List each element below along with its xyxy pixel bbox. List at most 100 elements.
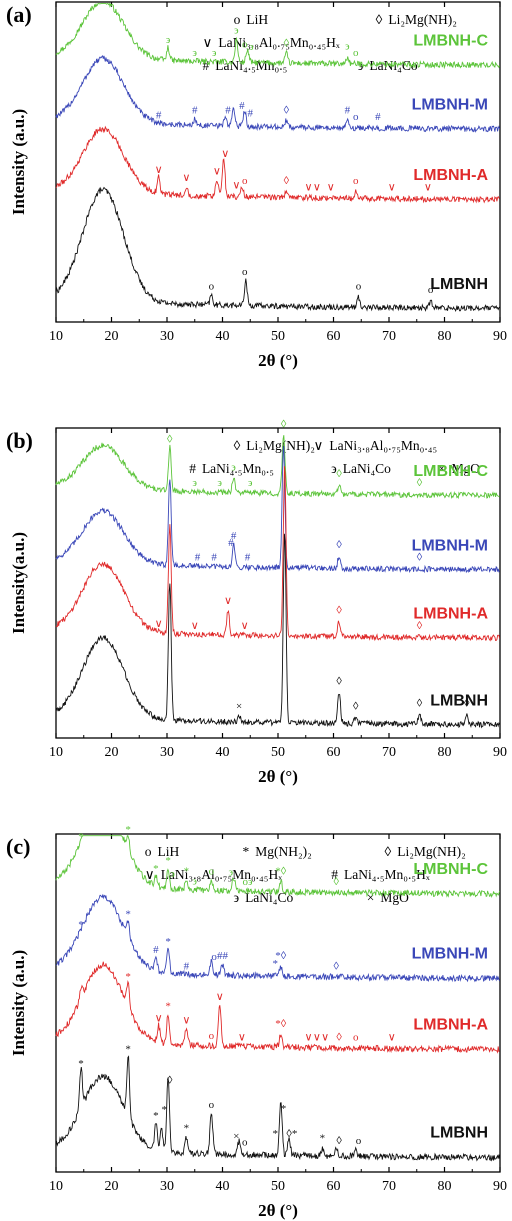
x-tick-label: 40 bbox=[216, 329, 230, 344]
peak-marker: # bbox=[195, 552, 201, 564]
legend-entry: ϶ LaNi₄Co bbox=[234, 890, 294, 905]
legend-entry: ◊ Li₂Mg(NH)₂ bbox=[376, 12, 457, 27]
peak-marker: * bbox=[125, 971, 131, 983]
series-label-lmbnh-c: LMBNH-C bbox=[413, 33, 488, 50]
x-tick-label: 20 bbox=[105, 745, 119, 760]
peak-marker: ∨ bbox=[155, 618, 163, 630]
peak-marker: ∨ bbox=[424, 181, 432, 193]
panel-label: (b) bbox=[6, 428, 33, 453]
peak-marker: ∨ bbox=[155, 164, 163, 176]
series-line-lmbnh-c bbox=[55, 435, 500, 500]
peak-marker: # bbox=[239, 100, 245, 112]
x-tick-label: 20 bbox=[105, 329, 119, 344]
peak-marker: o bbox=[209, 1099, 215, 1111]
legend-entry: × MgO bbox=[367, 890, 409, 905]
peak-marker: ∨ bbox=[182, 1014, 190, 1026]
peak-marker: # bbox=[345, 105, 351, 117]
legend-entry: # LaNi₄.₅Mn₀.₅ bbox=[189, 461, 274, 476]
peak-marker: ϶ bbox=[217, 477, 222, 489]
series-line-lmbnh-m bbox=[55, 445, 500, 574]
x-tick-label: 60 bbox=[327, 329, 341, 344]
peak-marker: ◊ bbox=[167, 1075, 173, 1087]
x-tick-label: 30 bbox=[160, 1179, 174, 1194]
peak-marker: ∨ bbox=[304, 1031, 312, 1043]
peak-marker: ∨ bbox=[388, 1031, 396, 1043]
peak-marker: * bbox=[78, 831, 84, 843]
peak-marker: ϶ bbox=[229, 867, 234, 879]
legend-entry: o LiH bbox=[145, 844, 180, 859]
legend-symbol: o bbox=[145, 844, 152, 859]
peak-marker: * bbox=[125, 908, 131, 920]
series-label-lmbnh-a: LMBNH-A bbox=[413, 1017, 488, 1034]
legend-symbol: ϶ bbox=[234, 890, 239, 905]
peak-marker: ∨ bbox=[327, 181, 335, 193]
legend-label: Li₂Mg(NH)₂ bbox=[397, 844, 466, 859]
legend-label: LaNi₃.₈Al₀.₇₅Mn₀.₄₅ bbox=[329, 438, 437, 453]
peak-marker: ϶ bbox=[212, 47, 217, 59]
peak-marker: ◊ bbox=[353, 700, 359, 712]
peak-marker: ϶ bbox=[193, 47, 198, 59]
peak-marker: * bbox=[165, 936, 171, 948]
peak-marker: o bbox=[353, 1031, 359, 1043]
peak-marker: # bbox=[245, 552, 251, 564]
peak-marker: ◊ bbox=[417, 552, 423, 564]
legend-symbol: ◊ bbox=[385, 844, 392, 859]
series-label-lmbnh-c: LMBNH-C bbox=[413, 463, 488, 480]
peak-marker: # bbox=[225, 105, 231, 117]
legend-label: LaNi₃.₈Al₀.₇₅Mn₀.₄₅Hₓ bbox=[218, 35, 340, 50]
peak-marker: o϶ bbox=[242, 876, 253, 888]
peak-marker: * bbox=[78, 1058, 84, 1070]
legend-symbol: ∨ bbox=[145, 867, 155, 882]
x-tick-label: 40 bbox=[216, 1179, 230, 1194]
peak-marker: ∨ bbox=[313, 181, 321, 193]
peak-marker: ◊ bbox=[336, 604, 342, 616]
peak-marker: ∨ bbox=[213, 165, 221, 177]
peak-marker: × bbox=[236, 700, 242, 712]
peak-marker: o bbox=[356, 1135, 362, 1147]
peak-marker: # bbox=[184, 960, 190, 972]
x-tick-label: 90 bbox=[493, 745, 507, 760]
legend-entry: ◊ Li₂Mg(NH)₂ bbox=[234, 438, 315, 453]
series-label-lmbnh-a: LMBNH-A bbox=[413, 167, 488, 184]
peak-marker: o bbox=[209, 281, 215, 293]
xrd-panel-b: 10 20 30 40 50 60 70 80 90 2θ (°) Intensity(a.u.) (… bbox=[6, 418, 507, 786]
peak-marker: ◊ bbox=[284, 175, 290, 187]
peak-marker: ∨ bbox=[224, 595, 232, 607]
peak-marker: ◊ bbox=[336, 1135, 342, 1147]
peak-marker: *◊ bbox=[275, 866, 287, 878]
peak-marker: ∨ bbox=[232, 179, 240, 191]
series-label-lmbnh: LMBNH bbox=[430, 692, 488, 709]
legend-label: Li₂Mg(NH)₂ bbox=[246, 438, 315, 453]
peak-marker: × bbox=[233, 1130, 239, 1142]
peak-marker: ◊ bbox=[284, 105, 290, 117]
series-line-lmbnh-m bbox=[55, 893, 501, 983]
peak-marker: ∨ bbox=[388, 181, 396, 193]
peak-marker: * bbox=[153, 1110, 159, 1122]
legend-label: LiH bbox=[246, 12, 268, 27]
legend-symbol: * bbox=[242, 844, 249, 859]
peak-marker: # bbox=[248, 108, 254, 120]
peak-marker: ◊ bbox=[417, 620, 423, 632]
panel-label: (a) bbox=[6, 2, 32, 27]
x-tick-label: 10 bbox=[49, 1179, 63, 1194]
peak-marker: ϶ bbox=[234, 25, 239, 37]
legend-symbol: ◊ bbox=[234, 438, 241, 453]
legend-entry: ∨ LaNi₃.₈Al₀.₇₅Mn₀.₄₅ bbox=[314, 438, 438, 453]
peak-marker: ∨ bbox=[238, 1031, 246, 1043]
peak-marker: o bbox=[242, 38, 248, 50]
legend-label: LaNi₃.₈Al₀.₇₅Mn₀.₄₅Hₓ bbox=[161, 867, 283, 882]
peak-marker: ϶ bbox=[248, 477, 253, 489]
peak-marker: ◊ bbox=[336, 468, 342, 480]
peak-marker: * bbox=[165, 855, 171, 867]
y-axis-title: Intensity (a.u.) bbox=[9, 109, 28, 215]
peak-marker: ϶ bbox=[166, 34, 171, 46]
series-line-lmbnh-m bbox=[55, 55, 501, 133]
peak-marker: o bbox=[211, 951, 217, 963]
peak-marker: * bbox=[161, 1104, 167, 1116]
peak-marker: ∨ bbox=[313, 1031, 321, 1043]
legend-symbol: # bbox=[203, 58, 210, 73]
peak-marker: *◊ bbox=[275, 1018, 287, 1030]
series-line-lmbnh-a bbox=[55, 466, 501, 642]
panel-label: (c) bbox=[6, 834, 30, 859]
legend-symbol: # bbox=[331, 867, 338, 882]
